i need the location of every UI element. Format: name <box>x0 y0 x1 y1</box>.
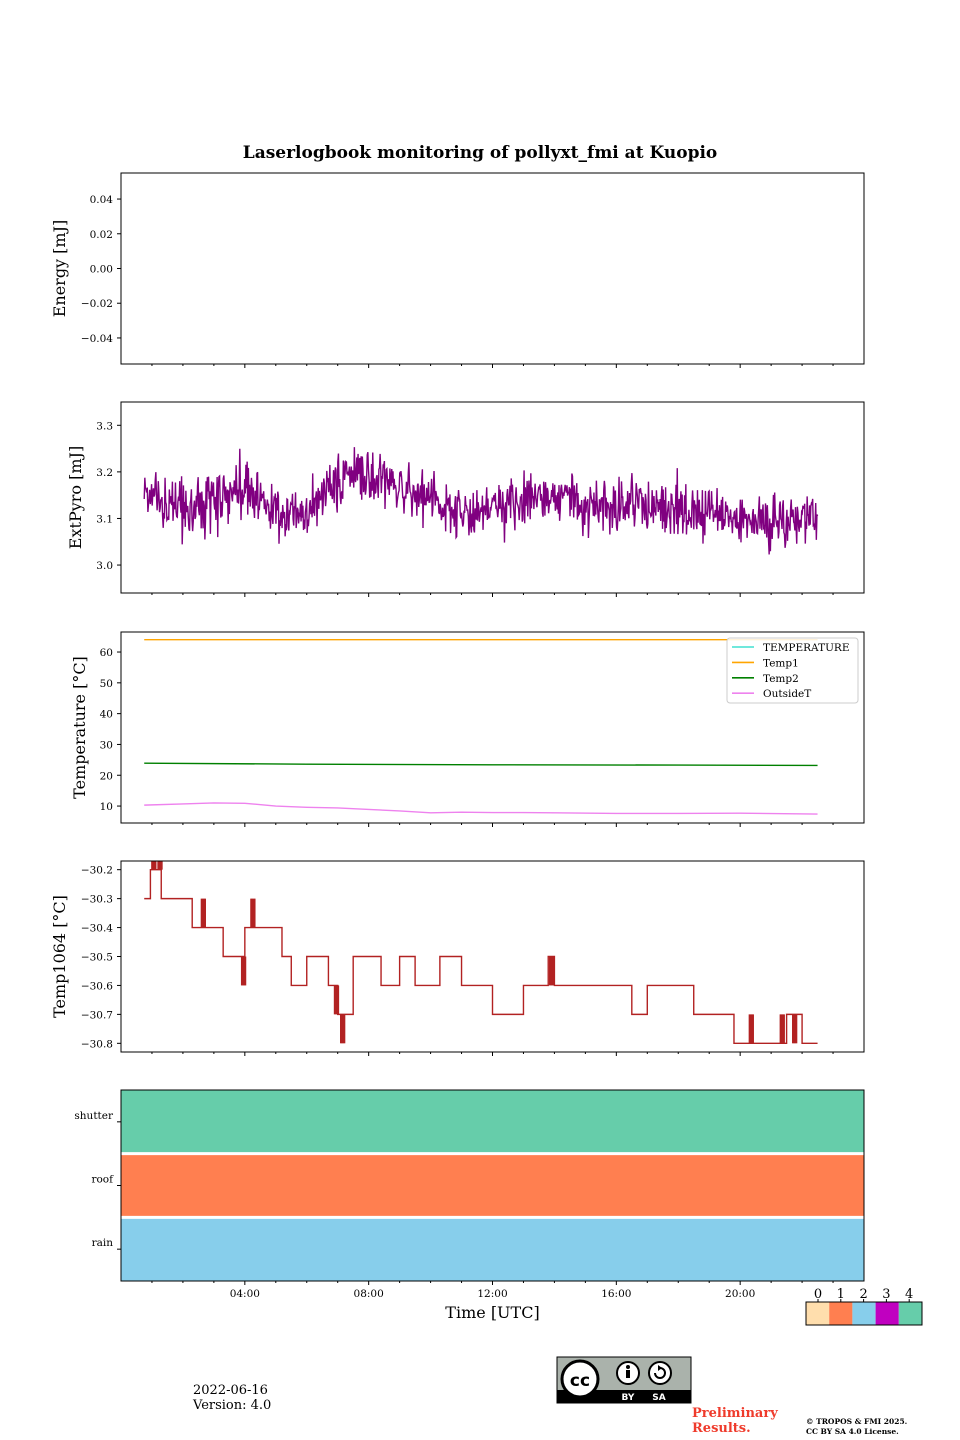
y-tick-label: 10 <box>100 801 113 813</box>
row-label-rain: rain <box>92 1237 114 1249</box>
colorbar-swatch-4 <box>898 1302 922 1325</box>
status-band-rain <box>121 1217 864 1281</box>
colorbar-swatch-0 <box>806 1302 830 1325</box>
colorbar-tick-label: 4 <box>905 1287 913 1302</box>
x-tick-label: 08:00 <box>354 1288 384 1300</box>
plot-area <box>144 861 818 1045</box>
legend-label-temp2: Temp2 <box>763 673 799 685</box>
version-label: Version: 4.0 <box>193 1398 272 1413</box>
x-axis-label: Time [UTC] <box>445 1303 539 1322</box>
preliminary-line-1: Preliminary <box>692 1406 778 1421</box>
panel-3: 60 50 40 30 20 10 Temperature [°C] TEMPERATURE T… <box>70 631 865 827</box>
x-tick-label: 12:00 <box>477 1288 507 1300</box>
y-tick-label: −30.5 <box>81 952 113 964</box>
copyright-line-2: CC BY SA 4.0 License. <box>806 1427 899 1436</box>
colorbar-swatch-1 <box>829 1302 853 1325</box>
cc-logo-text: cc <box>570 1371 590 1391</box>
figure-title: Laserlogbook monitoring of pollyxt_fmi a… <box>243 143 718 163</box>
panel-2: 3.3 3.2 3.1 3.0 ExtPyro [mJ] <box>66 401 865 597</box>
share-alike-icon <box>648 1361 672 1385</box>
y-tick-label: 3.2 <box>96 467 113 479</box>
row-label-shutter: shutter <box>74 1110 114 1122</box>
status-band-shutter <box>121 1090 864 1154</box>
y-tick-label: 0.00 <box>90 264 113 276</box>
colorbar-swatch-3 <box>875 1302 899 1325</box>
y-tick-label: 50 <box>100 678 113 690</box>
series-line-temp2 <box>144 762 818 767</box>
y-tick-label: 60 <box>100 647 113 659</box>
status-band-roof <box>121 1153 864 1218</box>
y-tick-label: −0.02 <box>81 298 113 310</box>
plot-area <box>143 447 819 555</box>
y-tick-label: 30 <box>100 739 113 751</box>
y-tick-label: 40 <box>100 709 113 721</box>
y-tick-label: 20 <box>100 770 113 782</box>
panel-5: shutter roof rain 04:00 08:00 12:00 16:00 20:00… <box>74 1089 865 1322</box>
y-tick-label: −30.6 <box>81 980 113 992</box>
panel-1: 0.04 0.02 0.00 −0.02 −0.04 Energy [mJ] <box>50 172 865 368</box>
y-tick-label: −30.2 <box>81 865 113 877</box>
y-tick-label: 3.1 <box>96 513 113 525</box>
colorbar-tick-label: 3 <box>882 1287 890 1302</box>
preliminary-note: Preliminary Results. <box>692 1406 778 1436</box>
series-line-extpyro <box>143 447 819 555</box>
plot-area <box>144 639 818 815</box>
y-tick-label: −30.4 <box>81 923 113 935</box>
series-line-outsidet <box>144 802 818 815</box>
legend-box <box>726 637 859 704</box>
y-axis-label: ExtPyro [mJ] <box>66 446 85 549</box>
colorbar-swatch-2 <box>852 1302 876 1325</box>
y-axis-label: Temp1064 [°C] <box>50 895 69 1018</box>
y-tick-label: −0.04 <box>81 333 113 345</box>
x-tick-label: 04:00 <box>230 1288 260 1300</box>
x-tick-label: 16:00 <box>601 1288 631 1300</box>
panel-4: −30.2 −30.3 −30.4 −30.5 −30.6 −30.7 −30.8 Temp1… <box>50 860 865 1056</box>
series-line-temp1064 <box>144 868 818 1045</box>
y-tick-label: 0.04 <box>90 194 114 206</box>
y-tick-label: 0.02 <box>90 229 113 241</box>
legend-label-temperature: TEMPERATURE <box>763 642 850 654</box>
y-axis-label: Temperature [°C] <box>70 656 89 799</box>
row-label-roof: roof <box>91 1174 114 1186</box>
copyright-note: © TROPOS & FMI 2025. CC BY SA 4.0 Licens… <box>806 1417 907 1437</box>
y-tick-label: −30.3 <box>81 894 113 906</box>
colorbar-tick-label: 2 <box>859 1287 867 1302</box>
cc-license-badge: cc BY SA <box>556 1356 692 1404</box>
axes-background <box>121 173 864 364</box>
y-axis-label: Energy [mJ] <box>50 220 69 318</box>
cc-by-label: BY <box>622 1393 635 1403</box>
legend-label-temp1: Temp1 <box>763 657 799 669</box>
axes-background <box>121 402 864 593</box>
y-tick-label: 3.3 <box>96 420 113 432</box>
legend-label-outsidet: OutsideT <box>763 688 811 700</box>
colorbar-tick-label: 1 <box>837 1287 845 1302</box>
date-label: 2022-06-16 <box>193 1383 268 1398</box>
y-tick-label: −30.8 <box>81 1038 113 1050</box>
copyright-line-1: © TROPOS & FMI 2025. <box>806 1417 908 1426</box>
preliminary-line-2: Results. <box>692 1421 751 1436</box>
date-version: 2022-06-16 Version: 4.0 <box>193 1383 271 1413</box>
y-tick-label: −30.7 <box>81 1009 113 1021</box>
colorbar-tick-label: 0 <box>814 1287 822 1302</box>
cc-sa-label: SA <box>652 1393 665 1403</box>
x-tick-label: 20:00 <box>725 1288 755 1300</box>
y-tick-label: 3.0 <box>96 560 113 572</box>
